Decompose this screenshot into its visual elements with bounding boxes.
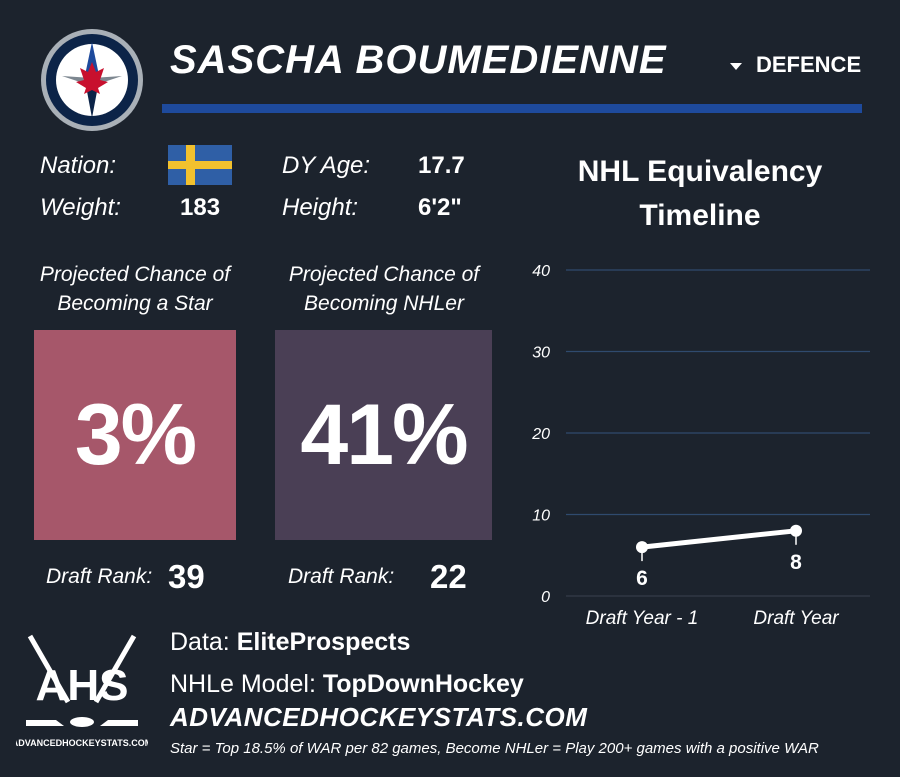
nhle-timeline-chart: 0 10 20 30 40 6 Draft Year - 1 8 Draft Year [531, 263, 870, 629]
data-source-label: Data: [170, 628, 237, 656]
age-label: DY Age: [282, 152, 371, 179]
nhl-rank-value: 22 [430, 558, 467, 595]
ahs-logo-letters: AHS [36, 661, 129, 710]
nhl-caption-line1: Projected Chance of [288, 263, 480, 286]
data-label-0: 6 [636, 567, 648, 590]
star-chance-value: 3% [74, 386, 197, 483]
age-value: 17.7 [418, 152, 465, 179]
model-value: TopDownHockey [322, 670, 524, 698]
team-logo-icon [41, 29, 143, 131]
star-rank-value: 39 [168, 558, 205, 595]
nhl-chance-card: 41% [275, 330, 492, 540]
data-label-1: 8 [790, 551, 802, 574]
star-chance-card: 3% [34, 330, 236, 540]
star-rank-label: Draft Rank: [46, 565, 153, 588]
star-caption-line2: Becoming a Star [57, 292, 213, 315]
position-label: DEFENCE [756, 52, 862, 77]
weight-value: 183 [180, 194, 221, 221]
weight-label: Weight: [40, 194, 121, 221]
nhl-chance-value: 41% [300, 386, 468, 483]
player-name: SASCHA BOUMEDIENNE [170, 38, 667, 82]
data-point-0 [636, 541, 648, 554]
position-dropdown[interactable]: DEFENCE [730, 52, 861, 78]
y-tick-20: 20 [531, 426, 550, 443]
data-point-1 [790, 524, 802, 537]
ahs-logo-caption: ADVANCEDHOCKEYSTATS.COM [16, 738, 148, 748]
model-line: NHLe Model: TopDownHockey [170, 670, 524, 699]
header-rule [162, 104, 862, 113]
data-source-line: Data: EliteProspects [170, 628, 410, 657]
nation-label: Nation: [40, 152, 117, 179]
nhl-rank-label: Draft Rank: [288, 565, 395, 588]
chart-title: NHL Equivalency Timeline [540, 150, 860, 238]
chart-title-line1: NHL Equivalency [577, 155, 823, 188]
data-source-value: EliteProspects [236, 628, 411, 656]
height-value: 6'2" [418, 194, 462, 221]
y-tick-10: 10 [532, 508, 550, 525]
ahs-logo-icon: AHS ADVANCEDHOCKEYSTATS.COM [16, 634, 148, 748]
footnote: Star = Top 18.5% of WAR per 82 games, Be… [170, 740, 819, 757]
nhl-caption-line2: Becoming NHLer [304, 292, 464, 315]
x-tick-0: Draft Year - 1 [586, 608, 699, 629]
caret-down-icon [730, 62, 742, 70]
y-tick-0: 0 [541, 589, 550, 606]
y-tick-40: 40 [532, 263, 550, 280]
nhl-card-caption: Projected Chance of Becoming NHLer [272, 260, 496, 318]
sweden-flag-icon [168, 145, 232, 185]
x-tick-1: Draft Year [753, 608, 839, 629]
model-label: NHLe Model: [170, 670, 323, 698]
star-card-caption: Projected Chance of Becoming a Star [24, 260, 246, 318]
series-line [639, 528, 799, 550]
star-caption-line1: Projected Chance of [39, 263, 231, 286]
chart-title-line2: Timeline [639, 199, 761, 232]
site-url: ADVANCEDHOCKEYSTATS.COM [170, 702, 588, 732]
height-label: Height: [282, 194, 359, 221]
y-tick-30: 30 [532, 345, 550, 362]
